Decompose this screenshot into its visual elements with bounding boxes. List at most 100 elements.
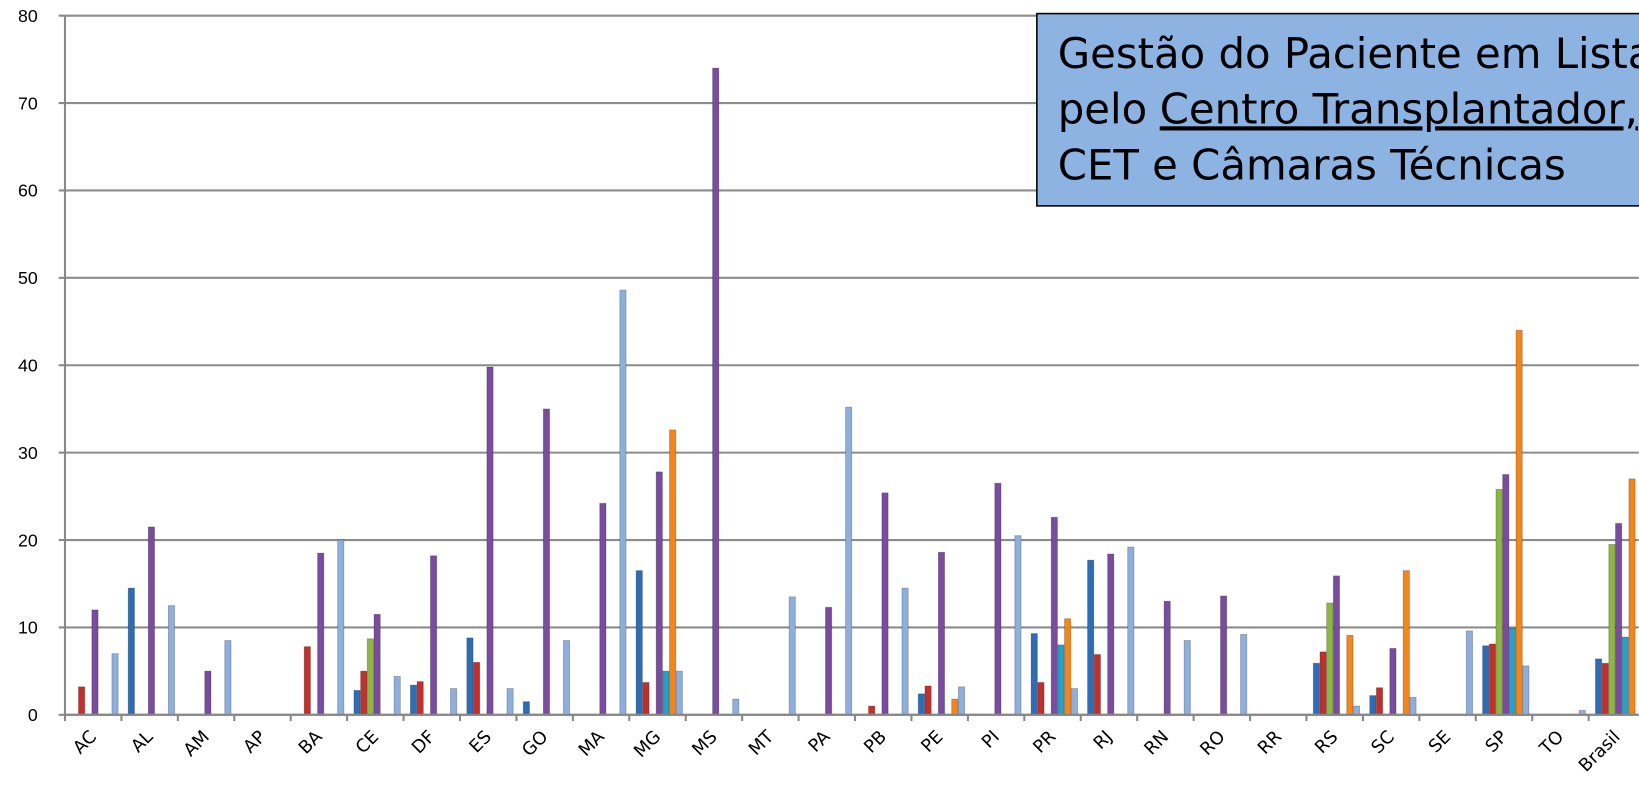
bar bbox=[466, 637, 474, 716]
bar bbox=[635, 570, 643, 716]
x-tick-label: AP bbox=[240, 727, 271, 758]
x-tick-label: AM bbox=[180, 727, 214, 761]
bar bbox=[901, 587, 909, 716]
y-tick-label: 50 bbox=[18, 268, 38, 288]
bar bbox=[1465, 630, 1473, 716]
bar bbox=[845, 406, 853, 716]
bar bbox=[1093, 654, 1101, 716]
bar bbox=[1064, 618, 1072, 716]
bar bbox=[303, 646, 311, 716]
annotation-text: pelo bbox=[1058, 84, 1147, 133]
bar bbox=[450, 688, 458, 716]
bar bbox=[881, 492, 889, 716]
bar bbox=[1183, 640, 1191, 716]
bar bbox=[599, 502, 607, 716]
bar bbox=[127, 587, 135, 716]
bar bbox=[669, 429, 677, 716]
annotation-bg bbox=[1036, 12, 1639, 207]
x-tick-label: PE bbox=[918, 727, 948, 757]
x-tick-label: SE bbox=[1425, 727, 1455, 757]
bar bbox=[788, 596, 796, 716]
y-tick-label: 20 bbox=[18, 530, 38, 550]
bar bbox=[111, 653, 119, 716]
bar bbox=[1127, 546, 1135, 716]
bar bbox=[1409, 696, 1417, 716]
bar bbox=[360, 670, 368, 716]
bar bbox=[486, 366, 494, 716]
bar bbox=[473, 661, 481, 716]
x-tick-label: PI bbox=[978, 727, 1003, 752]
x-tick-label: CE bbox=[352, 727, 383, 758]
bar bbox=[353, 689, 361, 716]
bar bbox=[1389, 647, 1397, 716]
bar bbox=[366, 638, 375, 716]
bar bbox=[224, 640, 232, 716]
bar bbox=[1037, 682, 1045, 716]
bar bbox=[1621, 636, 1629, 716]
bar bbox=[522, 701, 530, 716]
bar bbox=[1402, 570, 1410, 716]
x-tick-label: GO bbox=[519, 727, 553, 761]
annotation-box: Gestão do Paciente em Lista pelo Centro T… bbox=[1036, 12, 1639, 207]
x-tick-label: AL bbox=[128, 727, 158, 757]
y-tick-label: 10 bbox=[18, 618, 38, 638]
bar bbox=[78, 686, 86, 716]
bar bbox=[562, 640, 571, 716]
y-tick-label: 30 bbox=[18, 443, 38, 463]
x-tick-label: PB bbox=[861, 727, 891, 757]
bar bbox=[619, 289, 627, 716]
x-tick-label: SC bbox=[1368, 727, 1399, 758]
x-tick-label: MG bbox=[631, 727, 666, 762]
x-tick-label: SP bbox=[1482, 727, 1512, 757]
bar bbox=[1628, 478, 1636, 716]
bar bbox=[147, 526, 155, 716]
bar bbox=[662, 670, 670, 716]
bar bbox=[937, 551, 946, 716]
bar bbox=[1312, 662, 1320, 716]
bar bbox=[924, 685, 932, 716]
x-tick-label: TO bbox=[1536, 727, 1568, 759]
y-tick-label: 0 bbox=[28, 705, 38, 725]
x-tick-label: RR bbox=[1254, 727, 1286, 759]
y-tick-label: 60 bbox=[18, 181, 38, 201]
bar bbox=[416, 681, 424, 716]
bar bbox=[393, 675, 401, 716]
bar bbox=[1375, 687, 1384, 716]
x-tick-label: ES bbox=[466, 727, 496, 757]
annotation-line: pelo Centro Transplantador, bbox=[1058, 84, 1638, 133]
bar bbox=[430, 555, 438, 716]
bar bbox=[1508, 627, 1517, 716]
x-tick-label: RO bbox=[1197, 727, 1230, 760]
bar bbox=[1087, 559, 1095, 716]
bar bbox=[951, 698, 959, 716]
x-tick-label: BA bbox=[295, 727, 326, 758]
x-tick-label: Brasil bbox=[1575, 727, 1624, 776]
x-tick-label: RJ bbox=[1090, 727, 1117, 754]
x-tick-label: PR bbox=[1030, 727, 1060, 757]
bar bbox=[91, 609, 99, 716]
bar bbox=[732, 698, 740, 716]
bar bbox=[1369, 695, 1377, 716]
annotation-line: Gestão do Paciente em Lista bbox=[1058, 29, 1639, 78]
bar bbox=[373, 613, 381, 716]
bar bbox=[712, 67, 720, 716]
x-tick-label: RN bbox=[1141, 727, 1173, 759]
bar bbox=[1050, 516, 1058, 716]
bar bbox=[1319, 651, 1327, 716]
bar bbox=[1163, 600, 1171, 716]
bar bbox=[1495, 488, 1503, 716]
x-tick-label: MT bbox=[745, 727, 778, 760]
bar bbox=[1220, 595, 1228, 716]
y-tick-label: 40 bbox=[18, 356, 38, 376]
bar bbox=[1522, 665, 1530, 716]
bar bbox=[1515, 329, 1523, 716]
x-tick-label: MA bbox=[575, 727, 609, 761]
bar bbox=[1240, 633, 1248, 716]
bar bbox=[868, 705, 876, 716]
bar bbox=[1608, 543, 1616, 716]
x-tick-label: AC bbox=[70, 727, 101, 758]
bar bbox=[1482, 645, 1490, 716]
bar bbox=[957, 686, 966, 716]
